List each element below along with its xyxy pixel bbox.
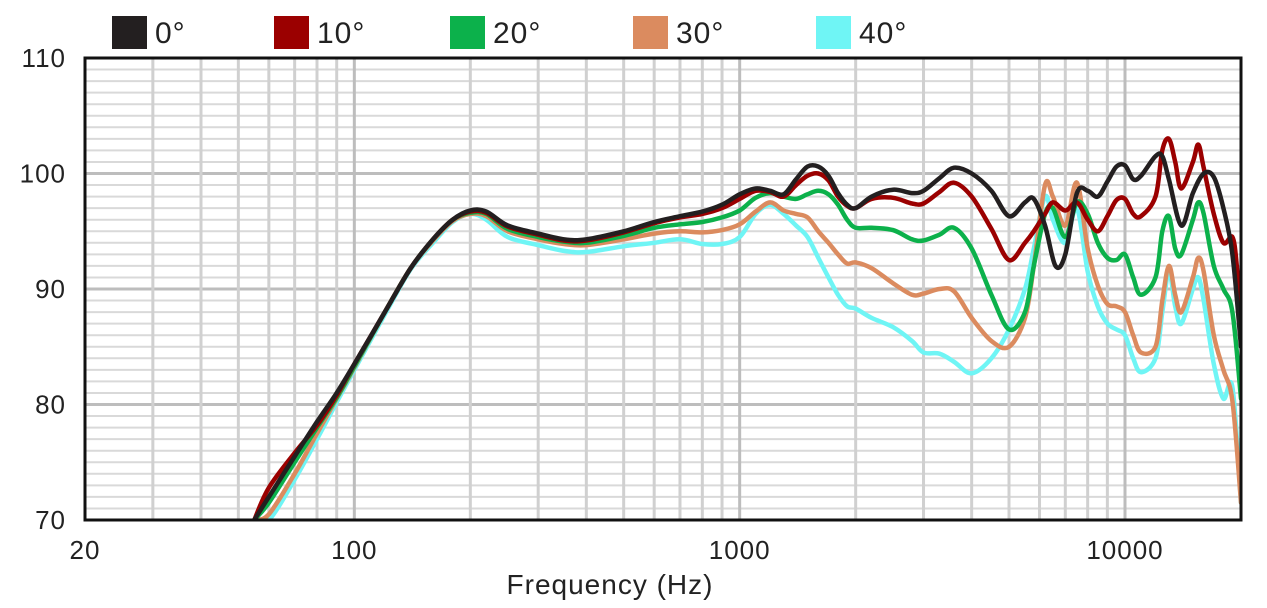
y-tick-label: 90 (35, 274, 66, 304)
legend-item: 0° (112, 16, 186, 50)
legend-swatch (816, 16, 851, 49)
y-tick-label: 70 (35, 505, 66, 535)
legend-item: 20° (450, 16, 541, 50)
legend-item: 10° (274, 16, 365, 50)
x-axis-title: Frequency (Hz) (507, 569, 714, 600)
legend-item: 40° (816, 16, 907, 50)
plot-area-frame (83, 56, 1243, 522)
legend-label: 10° (317, 17, 365, 50)
series-line-20deg (252, 188, 1241, 520)
legend-label: 0° (155, 17, 186, 50)
y-tick-label: 110 (22, 43, 66, 73)
x-tick-label: 1000 (709, 535, 771, 565)
legend-swatch (450, 16, 485, 49)
legend-label: 20° (493, 17, 541, 50)
legend-label: 30° (676, 17, 724, 50)
x-tick-label: 20 (70, 535, 101, 565)
legend: 0° 10° 20° 30° 40° (112, 16, 907, 50)
y-tick-label: 100 (20, 159, 66, 189)
grid-lines (85, 58, 1241, 520)
legend-swatch (112, 16, 147, 49)
x-tick-label: 100 (331, 535, 377, 565)
y-axis-tick-labels: 70 80 90 100 110 (20, 43, 66, 535)
x-axis-tick-labels: 20 100 1000 10000 (70, 535, 1163, 565)
legend-label: 40° (859, 17, 907, 50)
series-line-0deg (252, 151, 1241, 520)
y-tick-label: 80 (35, 390, 66, 420)
legend-swatch (633, 16, 668, 49)
legend-swatch (274, 16, 309, 49)
series-lines (252, 136, 1241, 520)
x-tick-label: 10000 (1086, 535, 1163, 565)
legend-item: 30° (633, 16, 724, 50)
